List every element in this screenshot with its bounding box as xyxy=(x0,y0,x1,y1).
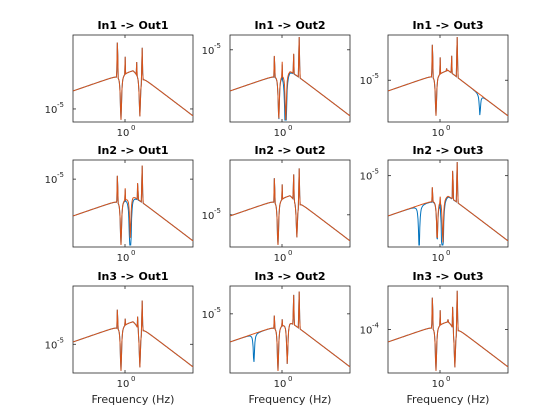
subplot-title: In1 -> Out1 xyxy=(97,19,168,32)
y-tick-base: 10 xyxy=(202,310,215,321)
y-tick-exponent: -5 xyxy=(57,171,64,179)
x-tick-base: 10 xyxy=(274,128,287,139)
subplot-title: In3 -> Out1 xyxy=(97,270,168,283)
y-tick-base: 10 xyxy=(360,76,373,87)
subplot-title: In3 -> Out3 xyxy=(412,270,483,283)
series-2-line xyxy=(72,165,194,246)
series-2-line xyxy=(72,300,194,371)
subplot-title: In1 -> Out2 xyxy=(254,19,325,32)
series-2-line xyxy=(229,168,351,246)
x-tick-base: 10 xyxy=(117,128,130,139)
y-tick-base: 10 xyxy=(202,46,215,57)
y-tick-exponent: -5 xyxy=(214,306,221,314)
x-tick-exponent: 0 xyxy=(446,249,450,257)
y-tick-exponent: -5 xyxy=(372,72,379,80)
subplot-title: In3 -> Out2 xyxy=(254,270,325,283)
axes-box xyxy=(387,285,509,374)
x-tick-exponent: 0 xyxy=(131,249,135,257)
x-tick-exponent: 0 xyxy=(288,249,292,257)
series-2-line xyxy=(387,161,509,243)
y-tick-base: 10 xyxy=(45,175,58,186)
y-tick-exponent: -5 xyxy=(57,336,64,344)
axes-box xyxy=(387,34,509,123)
x-tick-exponent: 0 xyxy=(446,375,450,383)
subplot-title: In2 -> Out2 xyxy=(254,144,325,157)
x-tick-exponent: 0 xyxy=(288,375,292,383)
subplot-title: In1 -> Out3 xyxy=(412,19,483,32)
x-tick-exponent: 0 xyxy=(446,124,450,132)
series-2-line xyxy=(229,291,351,372)
subplot-title: In2 -> Out3 xyxy=(412,144,483,157)
axes-box xyxy=(229,34,351,123)
y-tick-base: 10 xyxy=(45,105,58,116)
y-tick-base: 10 xyxy=(360,326,373,337)
axes-box xyxy=(229,285,351,374)
axes-box xyxy=(387,159,509,248)
y-tick-exponent: -5 xyxy=(372,168,379,176)
x-axis-label: Frequency (Hz) xyxy=(407,393,490,406)
axes-box xyxy=(72,285,194,374)
x-tick-base: 10 xyxy=(117,253,130,264)
x-tick-base: 10 xyxy=(432,379,445,390)
x-tick-base: 10 xyxy=(432,128,445,139)
y-tick-base: 10 xyxy=(202,211,215,222)
y-tick-base: 10 xyxy=(45,340,58,351)
x-tick-exponent: 0 xyxy=(288,124,292,132)
series-2-line xyxy=(72,42,194,120)
y-tick-base: 10 xyxy=(360,172,373,183)
y-tick-exponent: -5 xyxy=(214,207,221,215)
subplot-title: In2 -> Out1 xyxy=(97,144,168,157)
series-2-line xyxy=(387,290,509,371)
x-tick-base: 10 xyxy=(274,379,287,390)
x-axis-label: Frequency (Hz) xyxy=(92,393,175,406)
x-tick-exponent: 0 xyxy=(131,375,135,383)
x-tick-base: 10 xyxy=(432,253,445,264)
y-tick-exponent: -5 xyxy=(214,42,221,50)
x-axis-label: Frequency (Hz) xyxy=(249,393,332,406)
x-tick-base: 10 xyxy=(117,379,130,390)
y-tick-exponent: -5 xyxy=(57,101,64,109)
x-tick-base: 10 xyxy=(274,253,287,264)
series-2-line xyxy=(387,36,509,117)
y-tick-exponent: -4 xyxy=(372,322,380,330)
axes-box xyxy=(72,34,194,123)
x-tick-exponent: 0 xyxy=(131,124,135,132)
axes-box xyxy=(229,159,351,248)
series-2-line xyxy=(229,36,351,121)
